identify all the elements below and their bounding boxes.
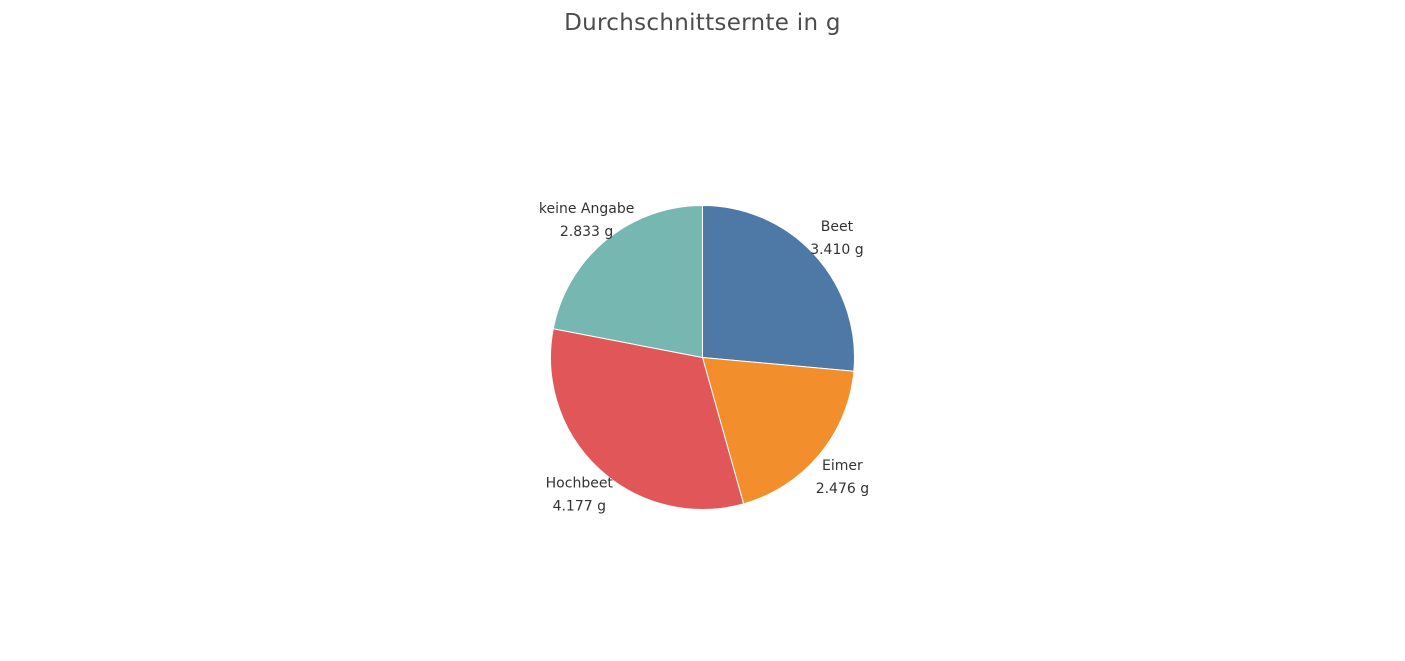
pie-slice-eimer[interactable]	[701, 356, 855, 505]
pie-slices	[550, 204, 855, 510]
chart-title: Durchschnittsernte in g	[564, 10, 841, 36]
slice-value-beet: 3.410 g	[810, 242, 863, 258]
slice-label-hochbeet: Hochbeet	[546, 475, 614, 491]
slice-labels: Beet 3.410 g Eimer 2.476 g Hochbeet 4.177 g ke…	[539, 201, 869, 514]
slice-label-keine-angabe: keine Angabe	[539, 201, 634, 217]
slice-label-beet: Beet	[821, 219, 854, 235]
slice-value-hochbeet: 4.177 g	[553, 498, 606, 514]
pie-slice-beet[interactable]	[702, 204, 855, 372]
slice-value-eimer: 2.476 g	[816, 481, 869, 497]
slice-label-eimer: Eimer	[822, 458, 863, 474]
slice-value-keine-angabe: 2.833 g	[560, 224, 613, 240]
pie-slice-keine-angabe[interactable]	[552, 204, 703, 359]
pie-slice-hochbeet[interactable]	[550, 328, 745, 510]
